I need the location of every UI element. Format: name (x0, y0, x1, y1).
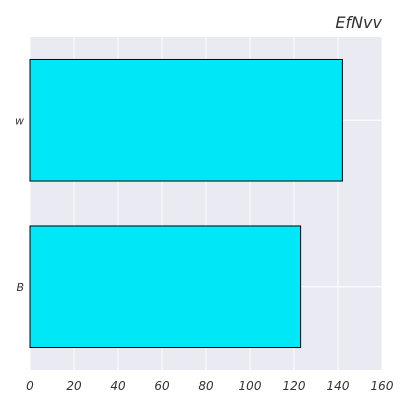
x-tick-label: 140 (327, 379, 350, 393)
x-tick-label: 100 (239, 379, 262, 393)
bar-w (29, 58, 343, 182)
chart-title: EfNvv (335, 13, 382, 32)
x-tick-label: 120 (283, 379, 306, 393)
x-tick-label: 160 (371, 379, 394, 393)
y-axis-category-labels: wB (15, 114, 24, 294)
category-label: w (15, 114, 24, 127)
category-label: B (16, 281, 24, 294)
x-tick-label: 80 (198, 379, 214, 393)
x-tick-label: 40 (110, 379, 126, 393)
bar-B (29, 225, 302, 349)
x-tick-label: 60 (154, 379, 170, 393)
x-tick-label: 20 (66, 379, 82, 393)
x-tick-label: 0 (26, 379, 34, 393)
x-axis-tick-labels: 0 20 40 60 80 100 120 140 160 (26, 379, 394, 393)
bars (29, 58, 343, 349)
